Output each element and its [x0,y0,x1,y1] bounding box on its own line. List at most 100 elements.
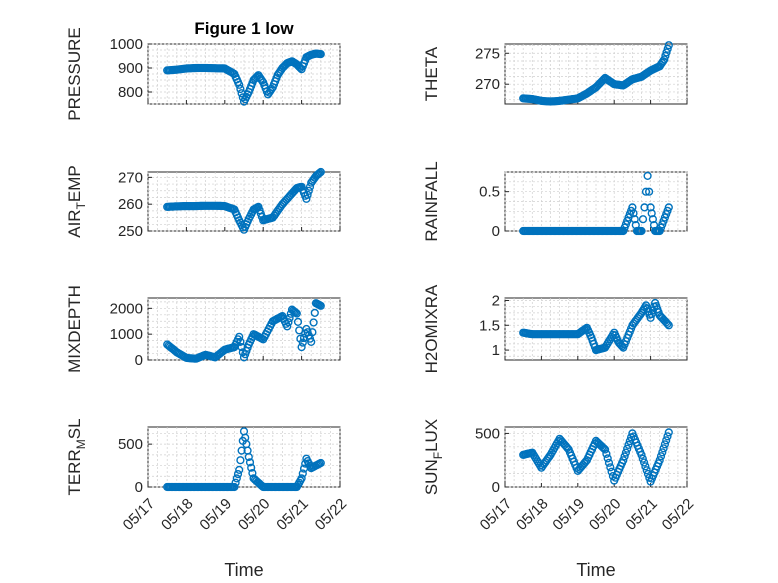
x-tick-label: 05/17 [477,495,516,534]
data-point [310,308,319,318]
panel-theta: 270 275 THETA [422,41,688,106]
x-axis-label: Time [576,560,615,580]
data-point [619,456,628,465]
data-point [292,309,301,318]
data-point [315,168,324,178]
data-point [283,322,292,331]
y-tick-label: 2000 [110,300,143,317]
data-point [621,448,631,457]
data-point [646,203,655,212]
x-tick-label: 05/21 [273,495,312,534]
data-point [637,226,646,236]
data-point [661,51,670,61]
data-point [285,313,294,323]
data-point [618,342,627,351]
data-point [245,458,255,467]
y-tick-label: 270 [118,169,143,186]
data-point [604,458,614,467]
data-point [628,203,637,212]
data-point [643,171,652,181]
y-tick-label: 0.5 [479,184,500,201]
y-tick-label: 0 [135,352,143,369]
data-point [293,317,303,327]
data-point [231,478,240,487]
data-point [663,319,672,329]
y-tick-label: 260 [118,196,143,213]
data-point [659,444,668,453]
data-point [664,321,673,330]
x-tick-label: 05/22 [659,495,698,534]
data-point [235,465,244,475]
data-point [641,187,651,196]
data-point [233,470,243,479]
x-tick-label: 05/19 [196,495,235,534]
data-point [664,41,673,50]
data-point [581,457,590,466]
data-point [235,80,244,89]
x-tick-label: 05/21 [622,495,661,534]
y-tick-label: 900 [118,60,143,77]
data-point [629,209,638,218]
data-point [248,469,257,478]
y-axis-label: THETA [422,46,441,101]
x-tick-label: 05/18 [513,495,552,534]
x-tick-label: 05/22 [312,495,351,534]
data-point [646,313,655,322]
data-point [244,452,253,462]
y-tick-label: 270 [475,76,500,93]
data-point [602,449,611,459]
y-axis-label: PRESSURE [65,27,84,121]
data-point [316,167,325,177]
data-point [247,463,256,472]
data-point [284,318,293,327]
data-point [291,308,300,317]
data-point [236,456,245,465]
data-point [662,436,671,445]
data-point [620,452,629,461]
data-point [302,194,311,203]
data-point [664,203,673,212]
data-point [630,215,639,224]
panel-air_temp: 250 260 270 AIRTEMP [65,165,341,240]
data-point [232,474,241,483]
y-tick-label: 500 [118,436,143,453]
data-point [664,428,673,437]
data-point [642,466,651,475]
data-point [545,452,554,461]
y-axis-label: TERRMSL [65,418,88,495]
data-point [663,432,672,441]
x-tick-label: 05/20 [235,495,274,534]
data-point [641,462,650,471]
y-tick-label: 1 [492,342,500,359]
y-tick-label: 1.5 [479,317,500,334]
y-tick-label: 275 [475,45,500,62]
x-axis-label: Time [224,560,263,580]
data-point [309,318,318,327]
panel-rainfall: 0 0.5 RAINFALL [422,161,688,242]
data-point [230,482,239,492]
data-point [600,445,610,454]
panel-mixdepth: 0 1000 2000 MIXDEPTH [65,285,341,373]
y-axis-label: MIXDEPTH [65,285,84,373]
data-point [301,459,310,468]
data-point [303,190,312,199]
data-point [298,469,307,478]
data-point [663,44,672,53]
data-point [237,446,246,455]
data-point [603,454,612,463]
y-tick-label: 1000 [110,326,143,343]
data-point [236,84,245,94]
y-axis-label: RAINFALL [422,161,441,241]
data-point [637,450,646,460]
data-point [639,458,649,467]
y-tick-label: 2 [492,292,500,309]
data-point [237,343,246,352]
y-axis-label: H2OMIXRA [422,284,441,373]
data-point [623,444,632,453]
data-point [658,448,667,457]
data-point [314,169,323,179]
chart-title: Figure 1 low [194,19,294,38]
data-point [655,456,664,465]
